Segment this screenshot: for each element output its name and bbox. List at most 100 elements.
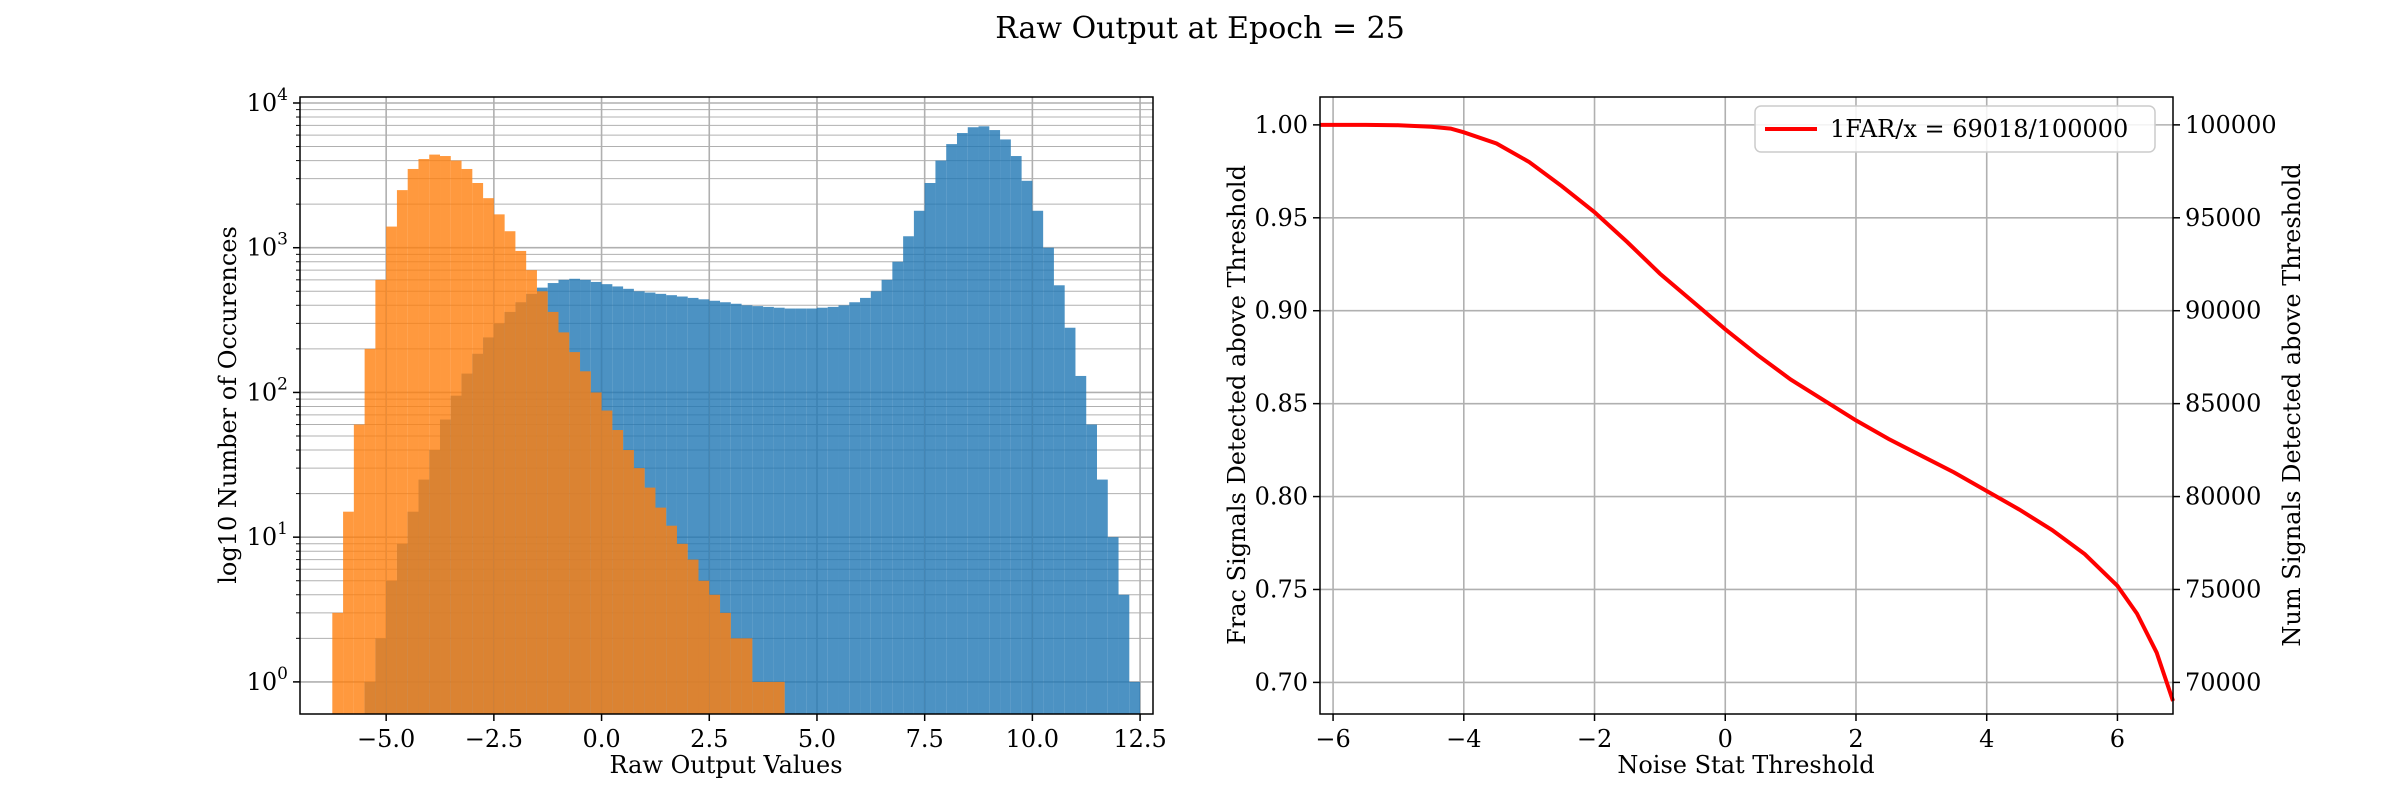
histogram-bar-orange (386, 226, 397, 714)
histogram-bar-blue (860, 297, 871, 714)
histogram-bar-blue (806, 308, 817, 714)
x-tick-label: −5.0 (357, 725, 415, 753)
line-ylabel-right: Num Signals Detected above Threshold (2278, 163, 2306, 646)
histogram-bar-blue (795, 308, 807, 714)
histogram-bar-orange (472, 183, 484, 714)
histogram-bar-blue (1075, 375, 1087, 714)
histogram-bar-blue (967, 127, 979, 714)
x-tick-label: 0 (1718, 725, 1733, 753)
histogram-bar-blue (870, 291, 882, 714)
histogram-bar-blue (1096, 479, 1108, 714)
histogram-bar-orange (633, 468, 645, 714)
histogram-bar-orange (396, 190, 408, 715)
histogram-bar-orange (407, 168, 419, 714)
histogram-bar-orange (353, 424, 365, 714)
histogram-bar-blue (763, 306, 774, 714)
histogram-bar-blue (655, 293, 667, 714)
histogram-panel: −5.0 −2.5 0.0 2.5 5.0 7.5 10.0 12.5 100 101 102 103… (214, 85, 1167, 779)
x-tick-label: −4 (1446, 725, 1481, 753)
histogram-bar-orange (515, 250, 527, 714)
histogram-bar-blue (903, 236, 914, 714)
y-tick-label-left: 0.80 (1255, 483, 1308, 511)
histogram-bar-blue (913, 210, 925, 715)
histogram-bar-orange (547, 311, 559, 714)
histogram-bar-blue (1000, 139, 1011, 714)
y-tick-label-right: 100000 (2185, 111, 2277, 139)
histogram-bar-orange (493, 214, 505, 714)
y-tick-label: 104 (247, 85, 288, 117)
histogram-bar-blue (730, 303, 742, 714)
histogram-bar-orange (461, 168, 473, 714)
histogram-bar-orange (332, 612, 344, 714)
histogram-bar-blue (1086, 424, 1097, 714)
histogram-bar-blue (784, 308, 796, 714)
histogram-bar-orange (773, 681, 785, 714)
histogram-bar-blue (752, 306, 764, 714)
x-tick-label: 7.5 (906, 725, 944, 753)
histogram-bar-orange (676, 543, 688, 714)
histogram-bar-blue (924, 183, 936, 714)
y-tick-label-right: 80000 (2185, 483, 2261, 511)
histogram-bar-orange (590, 392, 602, 714)
histogram-bar-blue (741, 305, 753, 714)
y-tick-label-right: 75000 (2185, 575, 2261, 603)
x-tick-label: 2.5 (690, 725, 728, 753)
histogram-xlabel: Raw Output Values (609, 751, 842, 779)
y-tick-label-left: 0.85 (1255, 390, 1308, 418)
y-tick-label-right: 90000 (2185, 297, 2261, 325)
histogram-bar-orange (504, 231, 516, 714)
histogram-bar-orange (763, 681, 774, 714)
histogram-bar-orange (601, 410, 613, 714)
histogram-bar-blue (892, 261, 904, 714)
x-tick-label: 5.0 (798, 725, 836, 753)
histogram-bar-blue (838, 305, 850, 714)
histogram-bar-orange (623, 450, 634, 714)
histogram-bar-orange (364, 348, 376, 714)
y-tick-label-right: 85000 (2185, 390, 2261, 418)
histogram-ticks: −5.0 −2.5 0.0 2.5 5.0 7.5 10.0 12.5 100 101 102 103… (247, 85, 1167, 753)
y-tick-label-right: 95000 (2185, 204, 2261, 232)
y-tick-label: 103 (247, 230, 288, 262)
histogram-bar-orange (429, 154, 441, 714)
histogram-bar-orange (483, 198, 494, 715)
histogram-bar-blue (1021, 180, 1033, 714)
histogram-bar-orange (730, 638, 742, 714)
histogram-bar-blue (1010, 156, 1022, 715)
histogram-bar-blue (1053, 285, 1065, 714)
histogram-bar-orange (526, 270, 537, 714)
histogram-bar-orange (440, 156, 451, 715)
histogram-bar-blue (1129, 681, 1141, 714)
histogram-bar-blue (827, 306, 839, 714)
histogram-bar-blue (1064, 327, 1076, 714)
histogram-bar-blue (698, 299, 710, 714)
x-tick-label: −6 (1315, 725, 1350, 753)
legend-box (1754, 105, 2156, 153)
histogram-ylabel: log10 Number of Occurences (214, 226, 242, 584)
y-tick-label-left: 0.70 (1255, 668, 1308, 696)
histogram-bar-orange (687, 559, 699, 714)
histogram-bar-blue (1032, 210, 1044, 715)
histogram-bar-blue (849, 302, 861, 714)
legend-label: 1FAR/x = 69018/100000 (1830, 115, 2128, 143)
histogram-bar-orange (418, 159, 430, 715)
histogram-bar-orange (709, 594, 721, 714)
histogram-bar-orange (644, 487, 656, 714)
y-tick-label-left: 0.90 (1255, 297, 1308, 325)
histogram-bar-blue (935, 160, 947, 715)
histogram-bar-blue (816, 307, 828, 714)
histogram-bars (332, 126, 1141, 715)
histogram-bar-blue (1043, 247, 1054, 715)
y-tick-label-right: 70000 (2185, 668, 2261, 696)
histogram-bar-orange (752, 681, 764, 714)
y-tick-label-left: 0.75 (1255, 575, 1308, 603)
histogram-bar-orange (343, 511, 354, 714)
x-tick-label: −2.5 (465, 725, 523, 753)
histogram-bar-blue (709, 300, 721, 714)
histogram-bar-orange (569, 352, 581, 714)
histogram-bar-orange (666, 525, 677, 714)
line-ylabel-left: Frac Signals Detected above Threshold (1223, 165, 1251, 645)
histogram-bar-orange (450, 160, 462, 715)
histogram-bar-orange (536, 291, 548, 714)
x-tick-label: 10.0 (1006, 725, 1059, 753)
